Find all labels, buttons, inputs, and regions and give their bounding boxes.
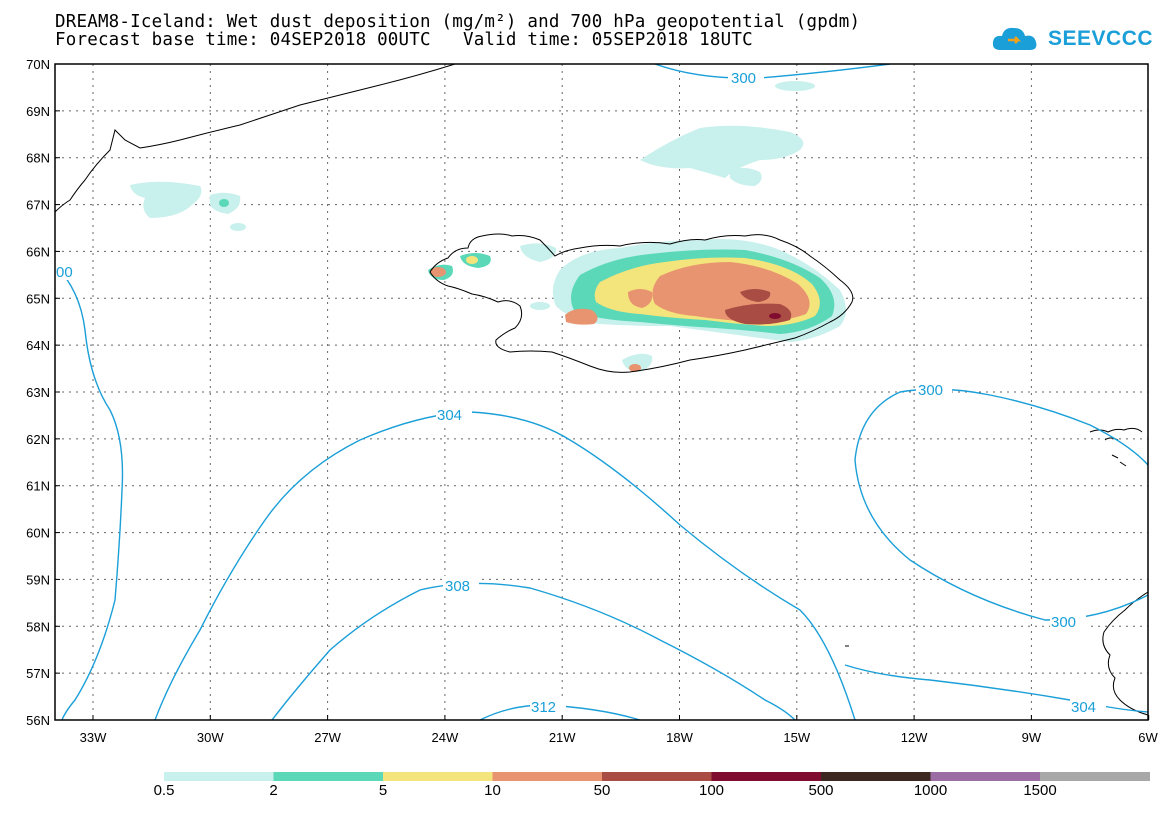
colorbar-label: 50 <box>593 782 611 799</box>
geopotential-contours <box>55 64 1148 720</box>
colorbar <box>164 772 1150 781</box>
coastlines <box>55 64 1148 716</box>
colorbar-label: 0.5 <box>153 782 175 799</box>
colorbar-label: 100 <box>698 782 725 799</box>
latitude-label: 59N <box>26 572 50 587</box>
colorbar-swatch <box>1040 772 1150 781</box>
latitude-label: 60N <box>26 526 50 541</box>
longitude-label: 24W <box>432 730 459 745</box>
dust-deposition-field <box>130 81 846 372</box>
longitude-label: 9W <box>1022 730 1042 745</box>
longitude-label: 30W <box>197 730 224 745</box>
longitude-label: 33W <box>80 730 107 745</box>
latitude-labels: 70N 69N 68N 67N 66N 65N 64N 63N 62N 61N 60N 59N 58N 5… <box>26 57 50 728</box>
latitude-label: 65N <box>26 291 50 306</box>
colorbar-label: 500 <box>808 782 834 799</box>
longitude-label: 6W <box>1138 730 1158 745</box>
contour-label-304-southeast: 304 <box>1071 699 1096 716</box>
longitude-label: 12W <box>901 730 928 745</box>
latitude-label: 69N <box>26 104 50 119</box>
map-grid <box>55 64 1148 720</box>
latitude-label: 56N <box>26 713 50 728</box>
longitude-label: 18W <box>666 730 693 745</box>
latitude-label: 70N <box>26 57 50 72</box>
longitude-label: 15W <box>783 730 810 745</box>
colorbar-swatch <box>930 772 1041 781</box>
colorbar-swatch <box>821 772 931 781</box>
logo-text: SEEVCCC <box>1048 27 1154 50</box>
colorbar-label: 10 <box>484 782 501 799</box>
map-title: DREAM8-Iceland: Wet dust deposition (mg/… <box>55 12 861 32</box>
seevccc-logo: SEEVCCC <box>990 22 1153 58</box>
colorbar-swatch <box>711 772 822 781</box>
colorbar-label: 5 <box>378 782 388 799</box>
map-subtitle: Forecast base time: 04SEP2018 00UTC Vali… <box>55 30 753 50</box>
latitude-label: 58N <box>26 619 50 634</box>
latitude-label: 61N <box>26 479 50 494</box>
colorbar-swatch <box>492 772 603 781</box>
contour-label-300-top: 300 <box>731 70 756 87</box>
contour-label-west: 00 <box>56 264 73 281</box>
latitude-label: 68N <box>26 151 50 166</box>
colorbar-label: 2 <box>269 782 278 799</box>
axis-ticks <box>55 63 1150 721</box>
contour-label-304-mid: 304 <box>437 407 462 424</box>
colorbar-label: 1000 <box>913 782 948 799</box>
latitude-label: 62N <box>26 432 50 447</box>
longitude-labels: 33W 30W 27W 24W 21W 18W 15W 12W 9W 6W <box>80 730 1159 745</box>
contour-label-300-southeast: 300 <box>1051 614 1076 631</box>
colorbar-swatch <box>383 772 493 781</box>
latitude-label: 57N <box>26 666 50 681</box>
latitude-label: 66N <box>26 244 50 259</box>
longitude-label: 21W <box>549 730 576 745</box>
cloud-icon <box>992 27 1037 50</box>
colorbar-swatch <box>164 772 274 781</box>
colorbar-swatch <box>273 772 384 781</box>
contour-label-308: 308 <box>445 578 470 595</box>
contour-label-300-east: 300 <box>918 382 943 399</box>
contour-label-312: 312 <box>531 699 556 716</box>
contour-labels: 300 00 304 300 308 300 304 312 <box>55 68 1106 716</box>
colorbar-swatch <box>602 772 712 781</box>
latitude-label: 67N <box>26 198 50 213</box>
colorbar-label: 1500 <box>1023 782 1057 799</box>
longitude-label: 27W <box>314 730 341 745</box>
latitude-label: 64N <box>26 338 50 353</box>
latitude-label: 63N <box>26 385 50 400</box>
